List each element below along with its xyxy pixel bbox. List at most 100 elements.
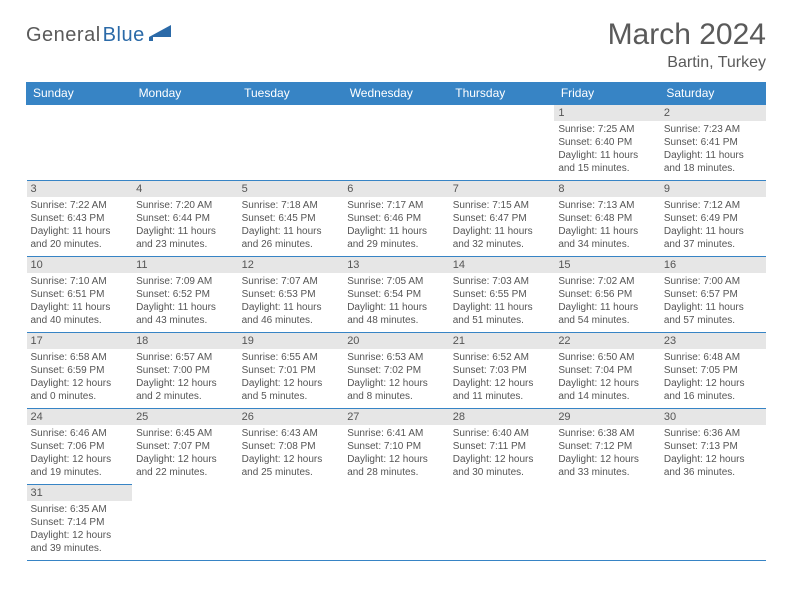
calendar-cell: 14Sunrise: 7:03 AMSunset: 6:55 PMDayligh…	[449, 257, 555, 333]
day-number: 6	[343, 181, 449, 197]
day-header: Sunday	[27, 82, 133, 105]
day-line-sr: Sunrise: 6:55 AM	[242, 351, 340, 364]
day-line-sr: Sunrise: 7:03 AM	[453, 275, 551, 288]
day-line-ss: Sunset: 7:11 PM	[453, 440, 551, 453]
day-line-sr: Sunrise: 6:48 AM	[664, 351, 762, 364]
day-number: 19	[238, 333, 344, 349]
calendar-cell: 21Sunrise: 6:52 AMSunset: 7:03 PMDayligh…	[449, 333, 555, 409]
day-line-sr: Sunrise: 7:12 AM	[664, 199, 762, 212]
day-line-d1: Daylight: 12 hours	[558, 453, 656, 466]
calendar-cell	[238, 105, 344, 181]
location: Bartin, Turkey	[608, 54, 766, 72]
calendar-row: 10Sunrise: 7:10 AMSunset: 6:51 PMDayligh…	[27, 257, 766, 333]
day-line-d1: Daylight: 11 hours	[242, 301, 340, 314]
day-line-sr: Sunrise: 6:58 AM	[31, 351, 129, 364]
day-line-d2: and 26 minutes.	[242, 238, 340, 251]
day-number: 14	[449, 257, 555, 273]
day-line-ss: Sunset: 6:56 PM	[558, 288, 656, 301]
day-number: 25	[132, 409, 238, 425]
calendar-row: 1Sunrise: 7:25 AMSunset: 6:40 PMDaylight…	[27, 105, 766, 181]
logo-general-text: General	[26, 24, 101, 47]
day-line-ss: Sunset: 6:43 PM	[31, 212, 129, 225]
day-line-sr: Sunrise: 7:13 AM	[558, 199, 656, 212]
day-number: 31	[27, 485, 133, 501]
day-number: 3	[27, 181, 133, 197]
day-line-d1: Daylight: 12 hours	[242, 377, 340, 390]
calendar-cell: 26Sunrise: 6:43 AMSunset: 7:08 PMDayligh…	[238, 409, 344, 485]
day-line-sr: Sunrise: 7:05 AM	[347, 275, 445, 288]
day-line-d1: Daylight: 12 hours	[31, 453, 129, 466]
calendar-cell	[343, 105, 449, 181]
calendar-cell: 30Sunrise: 6:36 AMSunset: 7:13 PMDayligh…	[660, 409, 766, 485]
calendar-cell: 16Sunrise: 7:00 AMSunset: 6:57 PMDayligh…	[660, 257, 766, 333]
day-header: Friday	[554, 82, 660, 105]
day-line-d2: and 43 minutes.	[136, 314, 234, 327]
calendar-cell: 25Sunrise: 6:45 AMSunset: 7:07 PMDayligh…	[132, 409, 238, 485]
day-line-sr: Sunrise: 7:09 AM	[136, 275, 234, 288]
day-body: Sunrise: 7:13 AMSunset: 6:48 PMDaylight:…	[554, 197, 660, 255]
day-line-d2: and 14 minutes.	[558, 390, 656, 403]
day-line-d2: and 40 minutes.	[31, 314, 129, 327]
day-number: 7	[449, 181, 555, 197]
calendar-table: Sunday Monday Tuesday Wednesday Thursday…	[26, 82, 766, 561]
calendar-cell	[449, 105, 555, 181]
day-line-ss: Sunset: 6:40 PM	[558, 136, 656, 149]
day-line-ss: Sunset: 6:41 PM	[664, 136, 762, 149]
day-number: 22	[554, 333, 660, 349]
calendar-cell: 28Sunrise: 6:40 AMSunset: 7:11 PMDayligh…	[449, 409, 555, 485]
day-line-ss: Sunset: 6:53 PM	[242, 288, 340, 301]
day-line-d1: Daylight: 12 hours	[664, 377, 762, 390]
day-line-d2: and 32 minutes.	[453, 238, 551, 251]
day-line-sr: Sunrise: 7:20 AM	[136, 199, 234, 212]
day-body: Sunrise: 7:15 AMSunset: 6:47 PMDaylight:…	[449, 197, 555, 255]
day-line-ss: Sunset: 6:54 PM	[347, 288, 445, 301]
day-line-sr: Sunrise: 7:17 AM	[347, 199, 445, 212]
day-line-sr: Sunrise: 7:25 AM	[558, 123, 656, 136]
day-line-d2: and 28 minutes.	[347, 466, 445, 479]
month-title: March 2024	[608, 18, 766, 52]
calendar-cell: 3 Sunrise: 7:22 AMSunset: 6:43 PMDaylight…	[27, 181, 133, 257]
day-number: 18	[132, 333, 238, 349]
day-line-ss: Sunset: 6:52 PM	[136, 288, 234, 301]
day-line-d1: Daylight: 11 hours	[31, 225, 129, 238]
day-line-ss: Sunset: 6:45 PM	[242, 212, 340, 225]
day-line-sr: Sunrise: 7:22 AM	[31, 199, 129, 212]
day-line-d2: and 48 minutes.	[347, 314, 445, 327]
calendar-cell	[449, 485, 555, 561]
day-line-d1: Daylight: 12 hours	[664, 453, 762, 466]
day-line-d1: Daylight: 11 hours	[453, 225, 551, 238]
day-line-d2: and 30 minutes.	[453, 466, 551, 479]
day-line-ss: Sunset: 6:48 PM	[558, 212, 656, 225]
day-line-ss: Sunset: 7:00 PM	[136, 364, 234, 377]
day-line-ss: Sunset: 7:06 PM	[31, 440, 129, 453]
calendar-cell: 17Sunrise: 6:58 AMSunset: 6:59 PMDayligh…	[27, 333, 133, 409]
day-number: 24	[27, 409, 133, 425]
day-number: 5	[238, 181, 344, 197]
day-line-ss: Sunset: 7:08 PM	[242, 440, 340, 453]
day-body: Sunrise: 7:18 AMSunset: 6:45 PMDaylight:…	[238, 197, 344, 255]
day-line-d2: and 16 minutes.	[664, 390, 762, 403]
day-line-sr: Sunrise: 6:40 AM	[453, 427, 551, 440]
day-line-d1: Daylight: 12 hours	[31, 529, 129, 542]
calendar-cell	[132, 485, 238, 561]
day-line-d2: and 29 minutes.	[347, 238, 445, 251]
day-line-d1: Daylight: 12 hours	[136, 377, 234, 390]
day-line-ss: Sunset: 7:01 PM	[242, 364, 340, 377]
day-header: Wednesday	[343, 82, 449, 105]
calendar-row: 3Sunrise: 7:22 AMSunset: 6:43 PMDaylight…	[27, 181, 766, 257]
day-line-d1: Daylight: 12 hours	[558, 377, 656, 390]
day-body: Sunrise: 7:20 AMSunset: 6:44 PMDaylight:…	[132, 197, 238, 255]
calendar-cell: 13Sunrise: 7:05 AMSunset: 6:54 PMDayligh…	[343, 257, 449, 333]
day-line-ss: Sunset: 6:47 PM	[453, 212, 551, 225]
day-line-d2: and 8 minutes.	[347, 390, 445, 403]
day-body: Sunrise: 7:00 AMSunset: 6:57 PMDaylight:…	[660, 273, 766, 331]
day-body: Sunrise: 7:12 AMSunset: 6:49 PMDaylight:…	[660, 197, 766, 255]
day-body: Sunrise: 6:43 AMSunset: 7:08 PMDaylight:…	[238, 425, 344, 483]
day-line-d1: Daylight: 12 hours	[347, 377, 445, 390]
day-line-d2: and 57 minutes.	[664, 314, 762, 327]
day-line-d2: and 33 minutes.	[558, 466, 656, 479]
calendar-cell: 24Sunrise: 6:46 AMSunset: 7:06 PMDayligh…	[27, 409, 133, 485]
day-body: Sunrise: 6:55 AMSunset: 7:01 PMDaylight:…	[238, 349, 344, 407]
day-line-d2: and 39 minutes.	[31, 542, 129, 555]
day-number: 29	[554, 409, 660, 425]
